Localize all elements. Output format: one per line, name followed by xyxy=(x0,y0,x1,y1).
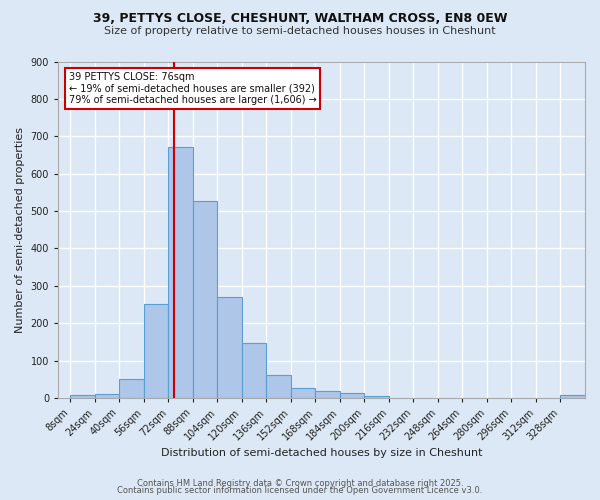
X-axis label: Distribution of semi-detached houses by size in Cheshunt: Distribution of semi-detached houses by … xyxy=(161,448,482,458)
Bar xyxy=(70,396,95,398)
Bar xyxy=(266,375,291,398)
Text: Contains public sector information licensed under the Open Government Licence v3: Contains public sector information licen… xyxy=(118,486,482,495)
Bar xyxy=(364,396,389,398)
Bar xyxy=(144,304,169,398)
Bar xyxy=(119,378,144,398)
Bar xyxy=(291,388,316,398)
Text: Contains HM Land Registry data © Crown copyright and database right 2025.: Contains HM Land Registry data © Crown c… xyxy=(137,478,463,488)
Bar xyxy=(217,297,242,398)
Y-axis label: Number of semi-detached properties: Number of semi-detached properties xyxy=(15,127,25,333)
Bar xyxy=(560,395,585,398)
Bar xyxy=(95,394,119,398)
Bar xyxy=(242,342,266,398)
Bar xyxy=(316,391,340,398)
Text: 39 PETTYS CLOSE: 76sqm
← 19% of semi-detached houses are smaller (392)
79% of se: 39 PETTYS CLOSE: 76sqm ← 19% of semi-det… xyxy=(68,72,316,105)
Bar xyxy=(340,393,364,398)
Text: 39, PETTYS CLOSE, CHESHUNT, WALTHAM CROSS, EN8 0EW: 39, PETTYS CLOSE, CHESHUNT, WALTHAM CROS… xyxy=(93,12,507,26)
Text: Size of property relative to semi-detached houses houses in Cheshunt: Size of property relative to semi-detach… xyxy=(104,26,496,36)
Bar xyxy=(193,201,217,398)
Bar xyxy=(169,148,193,398)
